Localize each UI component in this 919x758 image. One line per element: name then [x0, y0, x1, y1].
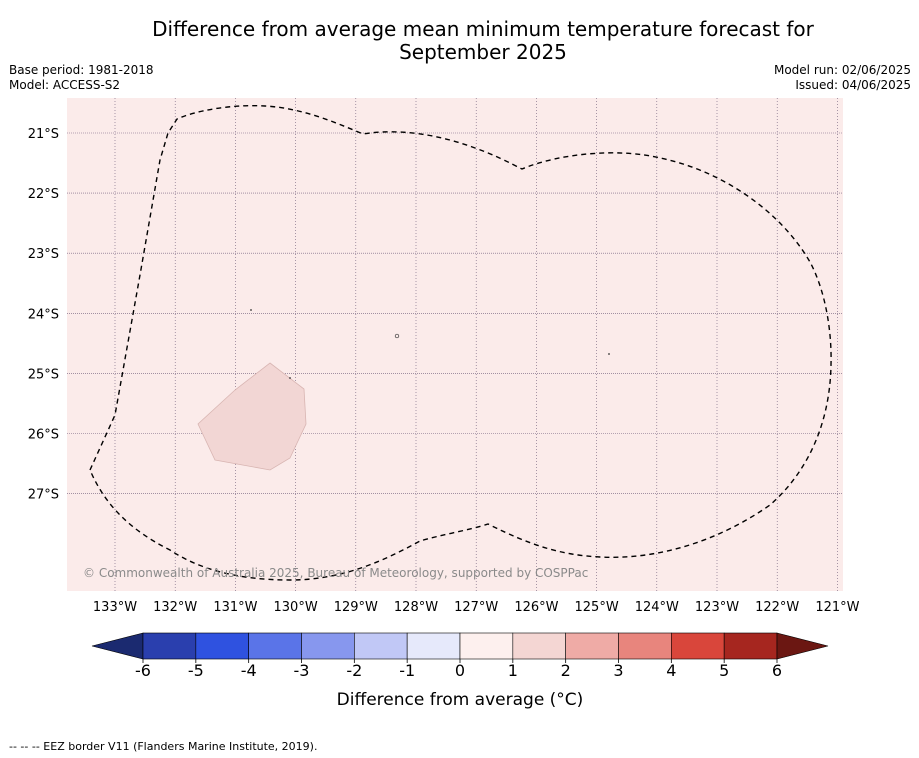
- colorbar-under-arrow: [91, 632, 144, 660]
- model-run: Model run: 02/06/2025: [773, 63, 911, 77]
- longitude-labels: 133°W 132°W 131°W 130°W 129°W 128°W 127°W 126°W…: [93, 600, 860, 615]
- colorbar-cells: [142, 632, 778, 660]
- colorbar-cell: [723, 632, 778, 660]
- colorbar-tick-label: -1: [399, 661, 415, 680]
- colorbar-cell: [301, 632, 355, 660]
- issued-date: Issued: 04/06/2025: [795, 78, 911, 92]
- lat-label: 22°S: [28, 187, 59, 202]
- lon-label: 121°W: [815, 600, 859, 615]
- colorbar-tick-label: 2: [561, 661, 571, 680]
- colorbar-tick-label: -5: [188, 661, 204, 680]
- lat-label: 27°S: [28, 488, 59, 503]
- model-name: Model: ACCESS-S2: [9, 78, 121, 92]
- colorbar-cell: [459, 632, 514, 660]
- lon-label: 125°W: [575, 600, 619, 615]
- colorbar-cell: [618, 632, 672, 660]
- colorbar-cell: [248, 632, 302, 660]
- colorbar-tick-label: 4: [666, 661, 676, 680]
- graticule: [67, 98, 843, 591]
- colorbar-tick-label: -4: [241, 661, 257, 680]
- island-dot: [289, 377, 291, 379]
- copyright-text: © Commonwealth of Australia 2025, Bureau…: [83, 566, 588, 580]
- colorbar-tick-label: -6: [135, 661, 151, 680]
- lat-label: 23°S: [28, 247, 59, 262]
- lon-label: 127°W: [454, 600, 498, 615]
- lon-label: 123°W: [695, 600, 739, 615]
- colorbar-tick-label: 5: [719, 661, 729, 680]
- island-dot: [394, 333, 400, 339]
- colorbar-tick-label: -2: [346, 661, 362, 680]
- colorbar-tick-label: -3: [294, 661, 310, 680]
- latitude-labels: 21°S 22°S 23°S 24°S 25°S 26°S 27°S: [28, 127, 59, 503]
- colorbar-cell: [195, 632, 249, 660]
- base-period: Base period: 1981-2018: [9, 63, 154, 77]
- colorbar-cell: [406, 632, 461, 660]
- colorbar-cell: [354, 632, 408, 660]
- meta-right: Model run: 02/06/2025 Issued: 04/06/2025: [774, 63, 911, 93]
- map-title: Difference from average mean minimum tem…: [0, 18, 919, 64]
- meta-left: Base period: 1981-2018 Model: ACCESS-S2: [9, 63, 154, 93]
- colorbar-tick-label: 0: [455, 661, 465, 680]
- colorbar-cell: [142, 632, 197, 660]
- title-line-1: Difference from average mean minimum tem…: [152, 17, 814, 41]
- lon-label: 130°W: [274, 600, 318, 615]
- colorbar: -6 -5 -4 -3 -2 -1 0 1 2 3 4 5 6 Difference from aver…: [91, 632, 829, 710]
- lon-label: 122°W: [755, 600, 799, 615]
- colorbar-tick-label: 6: [772, 661, 782, 680]
- title-line-2: September 2025: [399, 40, 567, 64]
- islands: [250, 309, 610, 379]
- colorbar-over-arrow: [776, 632, 829, 660]
- colorbar-tick-label: 3: [613, 661, 623, 680]
- footer-note: -- -- -- EEZ border V11 (Flanders Marine…: [9, 740, 318, 753]
- island-dot: [250, 309, 252, 311]
- lon-label: 133°W: [93, 600, 137, 615]
- lon-label: 126°W: [514, 600, 558, 615]
- lon-label: 124°W: [635, 600, 679, 615]
- lon-label: 132°W: [153, 600, 197, 615]
- colorbar-label: Difference from average (°C): [337, 690, 584, 710]
- island-dot: [608, 353, 610, 355]
- colorbar-cell: [565, 632, 619, 660]
- lat-label: 21°S: [28, 127, 59, 142]
- colorbar-cell: [512, 632, 566, 660]
- lon-label: 129°W: [334, 600, 378, 615]
- colorbar-ticks: -6 -5 -4 -3 -2 -1 0 1 2 3 4 5 6: [135, 659, 782, 680]
- colorbar-cell: [671, 632, 725, 660]
- anomaly-patch: [197, 362, 307, 471]
- map-background: [67, 98, 843, 591]
- map-panel: © Commonwealth of Australia 2025, Bureau…: [67, 98, 843, 591]
- lat-label: 26°S: [28, 428, 59, 443]
- lon-label: 131°W: [213, 600, 257, 615]
- lat-label: 25°S: [28, 367, 59, 382]
- lon-label: 128°W: [394, 600, 438, 615]
- eez-border: [89, 104, 832, 581]
- colorbar-tick-label: 1: [508, 661, 518, 680]
- lat-label: 24°S: [28, 307, 59, 322]
